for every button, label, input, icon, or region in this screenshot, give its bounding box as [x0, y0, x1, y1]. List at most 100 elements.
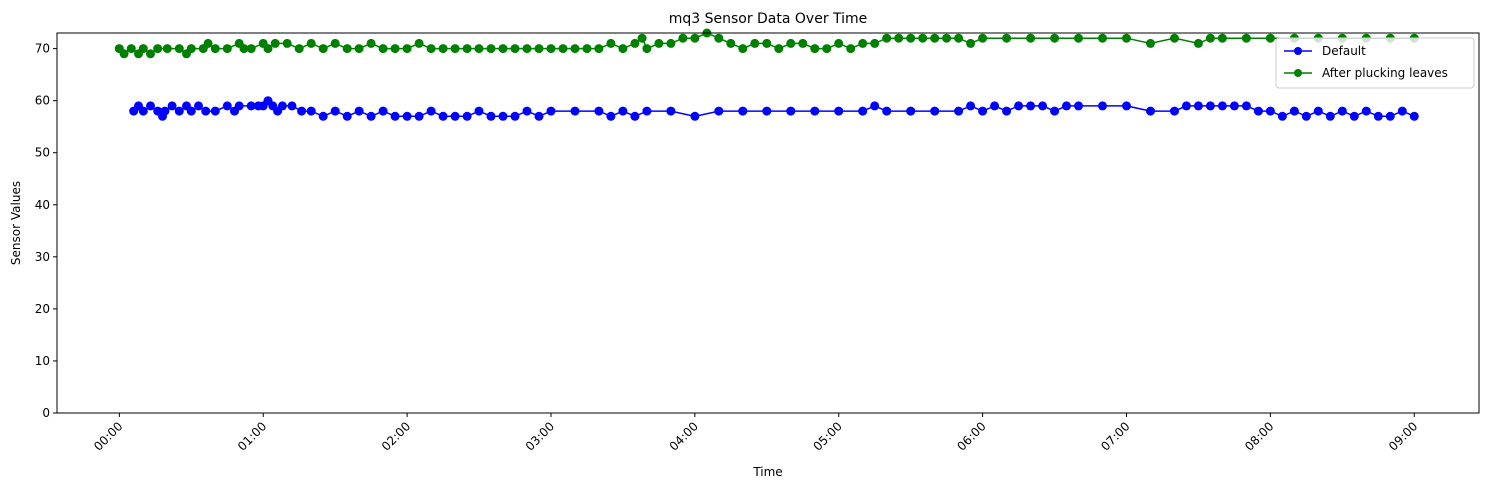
data-point — [263, 44, 273, 54]
data-point — [1373, 111, 1383, 121]
data-point — [510, 111, 520, 121]
data-point — [1002, 33, 1012, 43]
data-point — [1385, 111, 1395, 121]
data-point — [618, 44, 628, 54]
data-point — [522, 44, 532, 54]
x-tick-label: 00:00 — [91, 419, 125, 453]
data-point — [222, 101, 232, 111]
data-point — [637, 33, 647, 43]
data-point — [546, 44, 556, 54]
data-point — [858, 38, 868, 48]
y-axis-label: Sensor Values — [9, 181, 23, 265]
data-point — [1253, 106, 1263, 116]
data-point — [738, 106, 748, 116]
data-point — [378, 106, 388, 116]
data-point — [330, 38, 340, 48]
legend-marker-after-plucking — [1294, 69, 1302, 77]
data-point — [1193, 38, 1203, 48]
data-point — [1265, 33, 1275, 43]
y-axis: 0 10 20 30 40 50 60 70 — [35, 42, 57, 420]
data-point — [510, 44, 520, 54]
data-point — [762, 38, 772, 48]
data-point — [342, 111, 352, 121]
data-point — [594, 44, 604, 54]
plot-frame — [56, 32, 1480, 414]
data-point — [714, 106, 724, 116]
chart-title: mq3 Sensor Data Over Time — [669, 11, 868, 27]
x-tick-label: 02:00 — [379, 419, 413, 453]
data-point — [378, 44, 388, 54]
data-point — [162, 44, 172, 54]
data-point — [474, 44, 484, 54]
data-point — [1265, 106, 1275, 116]
data-point — [146, 101, 155, 111]
data-point — [222, 44, 232, 54]
y-tick-label: 40 — [35, 198, 50, 212]
data-point — [450, 44, 460, 54]
data-point — [330, 106, 340, 116]
data-point — [990, 101, 1000, 111]
data-point — [1241, 101, 1251, 111]
x-tick-label: 09:00 — [1386, 419, 1420, 453]
data-point — [954, 106, 964, 116]
data-point — [678, 33, 688, 43]
data-point — [186, 44, 196, 54]
x-tick-label: 04:00 — [667, 419, 701, 453]
data-point — [306, 106, 316, 116]
data-point — [570, 106, 580, 116]
data-point — [642, 106, 652, 116]
data-point — [474, 106, 484, 116]
data-point — [618, 106, 628, 116]
data-point — [210, 106, 220, 116]
data-point — [146, 49, 155, 59]
data-point — [798, 38, 808, 48]
data-point — [1014, 101, 1024, 111]
data-point — [318, 44, 328, 54]
data-point — [160, 106, 170, 116]
data-point — [138, 44, 148, 54]
data-point — [414, 111, 424, 121]
data-point — [1313, 106, 1323, 116]
data-point — [558, 44, 568, 54]
data-point — [138, 106, 148, 116]
y-tick-label: 30 — [35, 250, 50, 264]
data-point — [762, 106, 772, 116]
data-point — [978, 106, 988, 116]
data-point — [1397, 106, 1407, 116]
data-point — [342, 44, 352, 54]
data-point — [234, 101, 244, 111]
data-point — [906, 106, 916, 116]
series-1 — [114, 28, 1419, 59]
data-point — [414, 38, 424, 48]
data-point — [870, 38, 880, 48]
data-point — [246, 101, 256, 111]
y-tick-label: 50 — [35, 146, 50, 160]
data-point — [834, 106, 844, 116]
x-tick-label: 07:00 — [1098, 419, 1132, 453]
data-point — [1146, 38, 1155, 48]
data-point — [201, 106, 211, 116]
data-point — [354, 106, 364, 116]
data-point — [846, 44, 856, 54]
data-point — [666, 106, 676, 116]
data-point — [750, 38, 760, 48]
data-point — [858, 106, 868, 116]
data-point — [119, 49, 129, 59]
data-point — [774, 44, 784, 54]
data-point — [690, 111, 700, 121]
data-point — [486, 44, 496, 54]
data-point — [438, 111, 448, 121]
data-point — [930, 106, 940, 116]
legend-box — [1275, 37, 1475, 89]
y-tick-label: 70 — [35, 42, 50, 56]
data-point — [1038, 101, 1048, 111]
data-point — [438, 44, 448, 54]
data-point — [1337, 106, 1347, 116]
data-point — [642, 44, 652, 54]
data-point — [282, 38, 292, 48]
data-point — [1409, 111, 1419, 121]
data-point — [630, 111, 640, 121]
data-point — [942, 33, 952, 43]
data-point — [306, 38, 316, 48]
legend-marker-default — [1294, 47, 1302, 55]
